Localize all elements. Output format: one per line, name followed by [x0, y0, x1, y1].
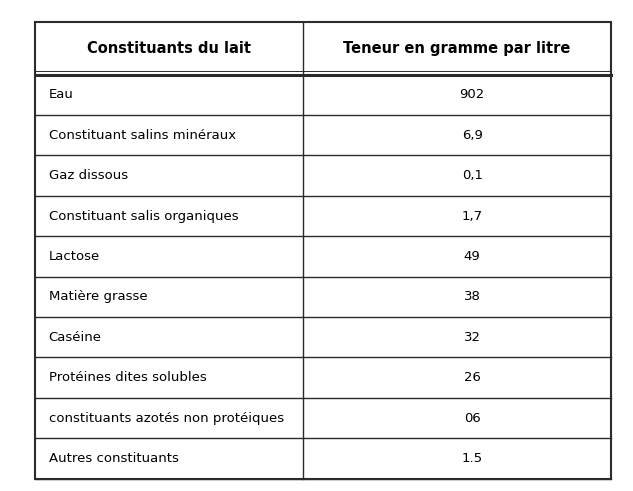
Text: Matière grasse: Matière grasse — [49, 290, 147, 303]
Text: Gaz dissous: Gaz dissous — [49, 169, 128, 182]
Text: constituants azotés non protéiques: constituants azotés non protéiques — [49, 411, 284, 425]
Text: 32: 32 — [463, 331, 480, 344]
Text: 0,1: 0,1 — [461, 169, 483, 182]
Text: Lactose: Lactose — [49, 250, 100, 263]
Text: 1.5: 1.5 — [461, 452, 483, 465]
Text: 26: 26 — [464, 371, 480, 384]
Text: 1,7: 1,7 — [461, 210, 483, 222]
Text: Teneur en gramme par litre: Teneur en gramme par litre — [343, 41, 570, 56]
Text: Autres constituants: Autres constituants — [49, 452, 179, 465]
Text: Caséine: Caséine — [49, 331, 102, 344]
Text: Constituants du lait: Constituants du lait — [87, 41, 251, 56]
Text: 49: 49 — [464, 250, 480, 263]
Text: Constituant salis organiques: Constituant salis organiques — [49, 210, 239, 222]
Text: Constituant salins minéraux: Constituant salins minéraux — [49, 129, 236, 142]
Text: Protéines dites solubles: Protéines dites solubles — [49, 371, 206, 384]
Text: 06: 06 — [464, 411, 480, 425]
Text: 902: 902 — [460, 88, 485, 101]
Text: Eau: Eau — [49, 88, 73, 101]
Text: 38: 38 — [464, 290, 480, 303]
Text: 6,9: 6,9 — [461, 129, 482, 142]
